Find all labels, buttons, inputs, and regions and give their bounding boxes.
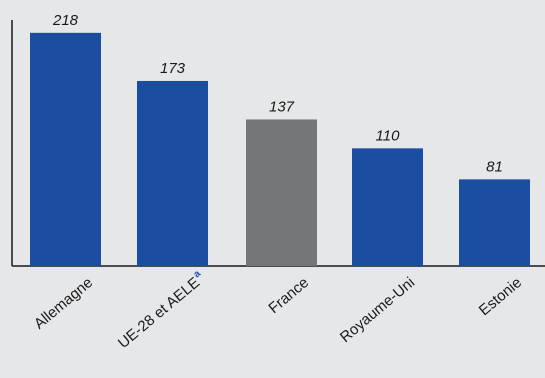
bar-2 bbox=[246, 119, 317, 266]
category-label-2: France bbox=[265, 274, 312, 317]
value-label-2: 137 bbox=[269, 98, 295, 115]
bar-1 bbox=[137, 80, 208, 267]
category-label-text-2: France bbox=[265, 274, 312, 317]
category-label-text-4: Estonie bbox=[476, 274, 525, 319]
bar-0 bbox=[30, 32, 101, 267]
category-label-text-1: UE-28 et AELE bbox=[115, 274, 203, 352]
value-label-0: 218 bbox=[52, 12, 79, 29]
category-label-text-3: Royaume-Uni bbox=[337, 274, 418, 346]
category-label-0: Allemagne bbox=[31, 274, 96, 333]
category-superscript-1: a bbox=[192, 268, 204, 280]
value-label-1: 173 bbox=[160, 60, 186, 77]
value-label-4: 81 bbox=[486, 158, 503, 175]
category-label-4: Estonie bbox=[476, 274, 525, 319]
value-label-3: 110 bbox=[376, 127, 401, 144]
value-labels-layer: 218 173 137 110 81 bbox=[52, 12, 503, 176]
category-label-3: Royaume-Uni bbox=[337, 274, 418, 346]
bar-3 bbox=[352, 148, 423, 266]
bars-layer bbox=[30, 32, 530, 267]
category-label-text-0: Allemagne bbox=[31, 274, 96, 333]
bar-4 bbox=[459, 179, 530, 266]
